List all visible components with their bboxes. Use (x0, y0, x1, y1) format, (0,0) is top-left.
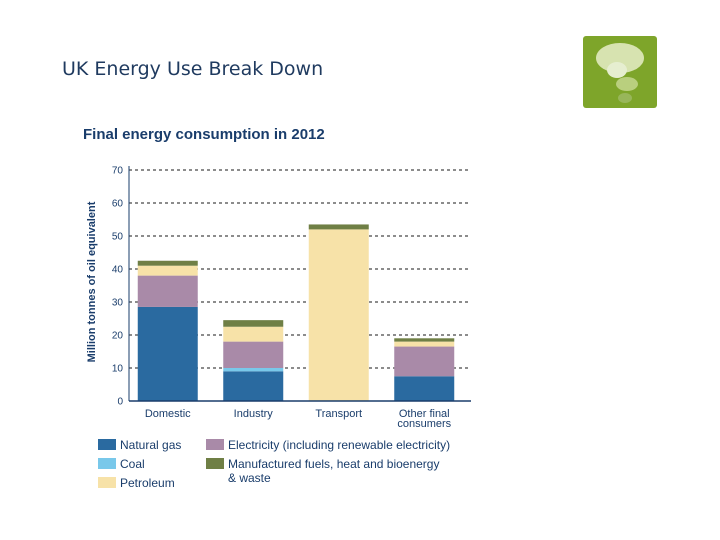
legend-swatch (98, 439, 116, 450)
legend-label: & waste (228, 471, 271, 485)
speech-bubbles-icon (583, 36, 657, 108)
y-tick-label: 60 (112, 199, 124, 210)
bar-segment (137, 260, 198, 266)
legend-label: Manufactured fuels, heat and bioenergy (228, 457, 439, 471)
legend-swatch (206, 439, 224, 450)
x-tick-label: Transport (315, 408, 362, 420)
bar-segment (137, 306, 198, 401)
legend-swatch (98, 458, 116, 469)
y-tick-label: 50 (112, 232, 124, 243)
x-tick-label: Industry (234, 408, 274, 420)
bar-segment (137, 265, 198, 276)
bar-segment (308, 224, 369, 230)
chart-title: Final energy consumption in 2012 (83, 126, 325, 143)
x-tick-label: Domestic (145, 408, 191, 420)
y-tick-label: 0 (117, 397, 123, 408)
bar-segment (223, 320, 284, 327)
slide-title: UK Energy Use Break Down (62, 58, 324, 80)
bar-segment (223, 368, 284, 372)
y-tick-label: 40 (112, 265, 124, 276)
legend-label: Petroleum (120, 476, 175, 490)
bar-segment (394, 376, 455, 401)
bar-segment (308, 229, 369, 401)
bar-segment (394, 341, 455, 347)
bar-segment (223, 341, 284, 368)
bar-segment (394, 338, 455, 342)
legend-label: Coal (120, 457, 145, 471)
energy-chart: Final energy consumption in 2012 0 10 20 30… (83, 126, 471, 490)
bar-segment (137, 275, 198, 307)
legend-swatch (98, 477, 116, 488)
y-tick-label: 70 (112, 166, 124, 177)
bar-segment (223, 371, 284, 401)
legend-label: Natural gas (120, 438, 181, 452)
legend-swatch (206, 458, 224, 469)
x-tick-label: consumers (397, 418, 451, 430)
y-tick-label: 30 (112, 298, 124, 309)
x-tick-label: Other final (399, 408, 450, 420)
bar-segment (223, 326, 284, 342)
bar-segment (394, 346, 455, 377)
y-tick-label: 20 (112, 331, 124, 342)
legend-label: Electricity (including renewable electri… (228, 438, 450, 452)
y-axis-label: Million tonnes of oil equivalent (86, 201, 98, 362)
y-tick-label: 10 (112, 364, 124, 375)
